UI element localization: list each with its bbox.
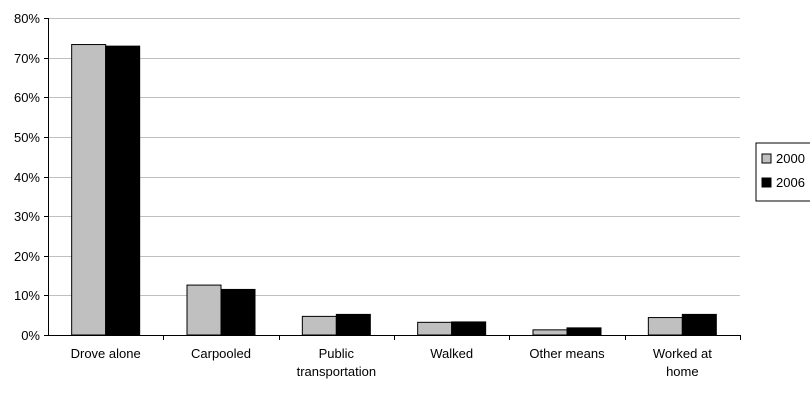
x-tick-label: Carpooled [191, 346, 251, 361]
y-tick-label: 10% [14, 288, 40, 303]
legend-swatch-2000 [761, 153, 772, 164]
x-tick-label: Public transportation [297, 346, 377, 379]
axis-layer [44, 18, 741, 340]
y-tick-label: 0% [21, 328, 40, 343]
x-tick-label: Other means [529, 346, 605, 361]
legend-label-2006: 2006 [776, 175, 805, 190]
y-tick-label: 60% [14, 90, 40, 105]
x-tick-label: Worked at home [653, 346, 712, 379]
y-tick-label: 30% [14, 209, 40, 224]
y-tick-label: 80% [14, 11, 40, 26]
bar-2000-3 [301, 315, 337, 336]
y-tick-label: 50% [14, 130, 40, 145]
bar-2006-1 [105, 45, 141, 336]
bar-2006-2 [220, 288, 256, 336]
grid-layer [48, 18, 740, 296]
y-tick-labels: 0% 10% 20% 30% 40% 50% 60% 70% 80% [14, 11, 40, 343]
bar-2000-1 [71, 44, 107, 336]
bar-2000-4 [417, 321, 453, 336]
x-tick-labels: Drove alone Carpooled Public transportation… [71, 346, 713, 379]
y-tick-label: 70% [14, 51, 40, 66]
legend-swatch-2006 [761, 177, 772, 188]
legend: 2000 2006 [755, 142, 810, 202]
y-tick-label: 20% [14, 249, 40, 264]
bar-2006-4 [451, 321, 487, 336]
legend-label-2000: 2000 [776, 151, 805, 166]
bar-2000-5 [532, 329, 568, 336]
legend-box [755, 142, 810, 202]
bar-2006-5 [566, 327, 602, 336]
y-tick-label: 40% [14, 170, 40, 185]
bar-2000-2 [186, 284, 222, 336]
x-tick-label: Walked [430, 346, 473, 361]
bars-layer [71, 44, 717, 336]
bar-2006-6 [681, 313, 717, 336]
bar-2000-6 [647, 317, 683, 336]
bar-2006-3 [335, 313, 371, 336]
x-tick-label: Drove alone [71, 346, 141, 361]
